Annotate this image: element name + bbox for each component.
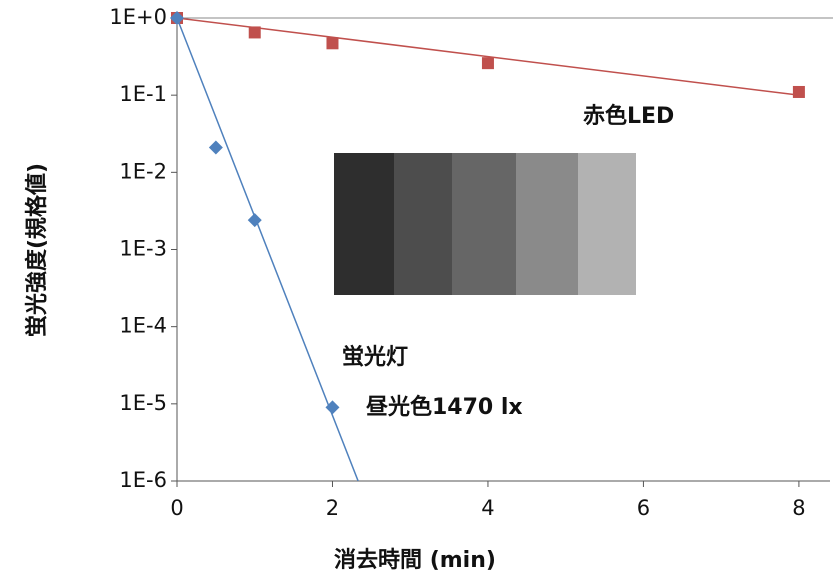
y-tick-label: 1E-3 <box>119 237 167 261</box>
y-axis-label: 蛍光強度(規格値) <box>24 163 50 337</box>
trendline <box>177 18 799 95</box>
y-tick-label: 1E+0 <box>109 5 167 29</box>
marker <box>248 213 262 227</box>
x-tick-label: 2 <box>326 496 339 520</box>
y-tick-label: 1E-5 <box>119 391 167 415</box>
x-tick-label: 4 <box>481 496 494 520</box>
x-tick-label: 0 <box>170 496 183 520</box>
chart: 消去時間 (min) 蛍光強度(規格値) 赤色LED 蛍光灯 昼光色1470 l… <box>0 0 838 580</box>
annotation: 蛍光灯 <box>342 344 408 370</box>
x-axis-label: 消去時間 (min) <box>334 548 496 573</box>
marker <box>249 26 261 38</box>
y-tick-label: 1E-2 <box>119 159 167 183</box>
marker <box>482 57 494 69</box>
marker <box>326 37 338 49</box>
y-tick-label: 1E-4 <box>119 314 167 338</box>
x-tick-label: 8 <box>792 496 805 520</box>
annotation: 昼光色1470 lx <box>366 394 523 420</box>
y-tick-label: 1E-1 <box>119 82 167 106</box>
inset-image <box>334 153 636 295</box>
annotation: 赤色LED <box>583 103 674 129</box>
marker <box>209 140 223 154</box>
marker <box>793 86 805 98</box>
x-tick-label: 6 <box>637 496 650 520</box>
y-tick-label: 1E-6 <box>119 468 167 492</box>
